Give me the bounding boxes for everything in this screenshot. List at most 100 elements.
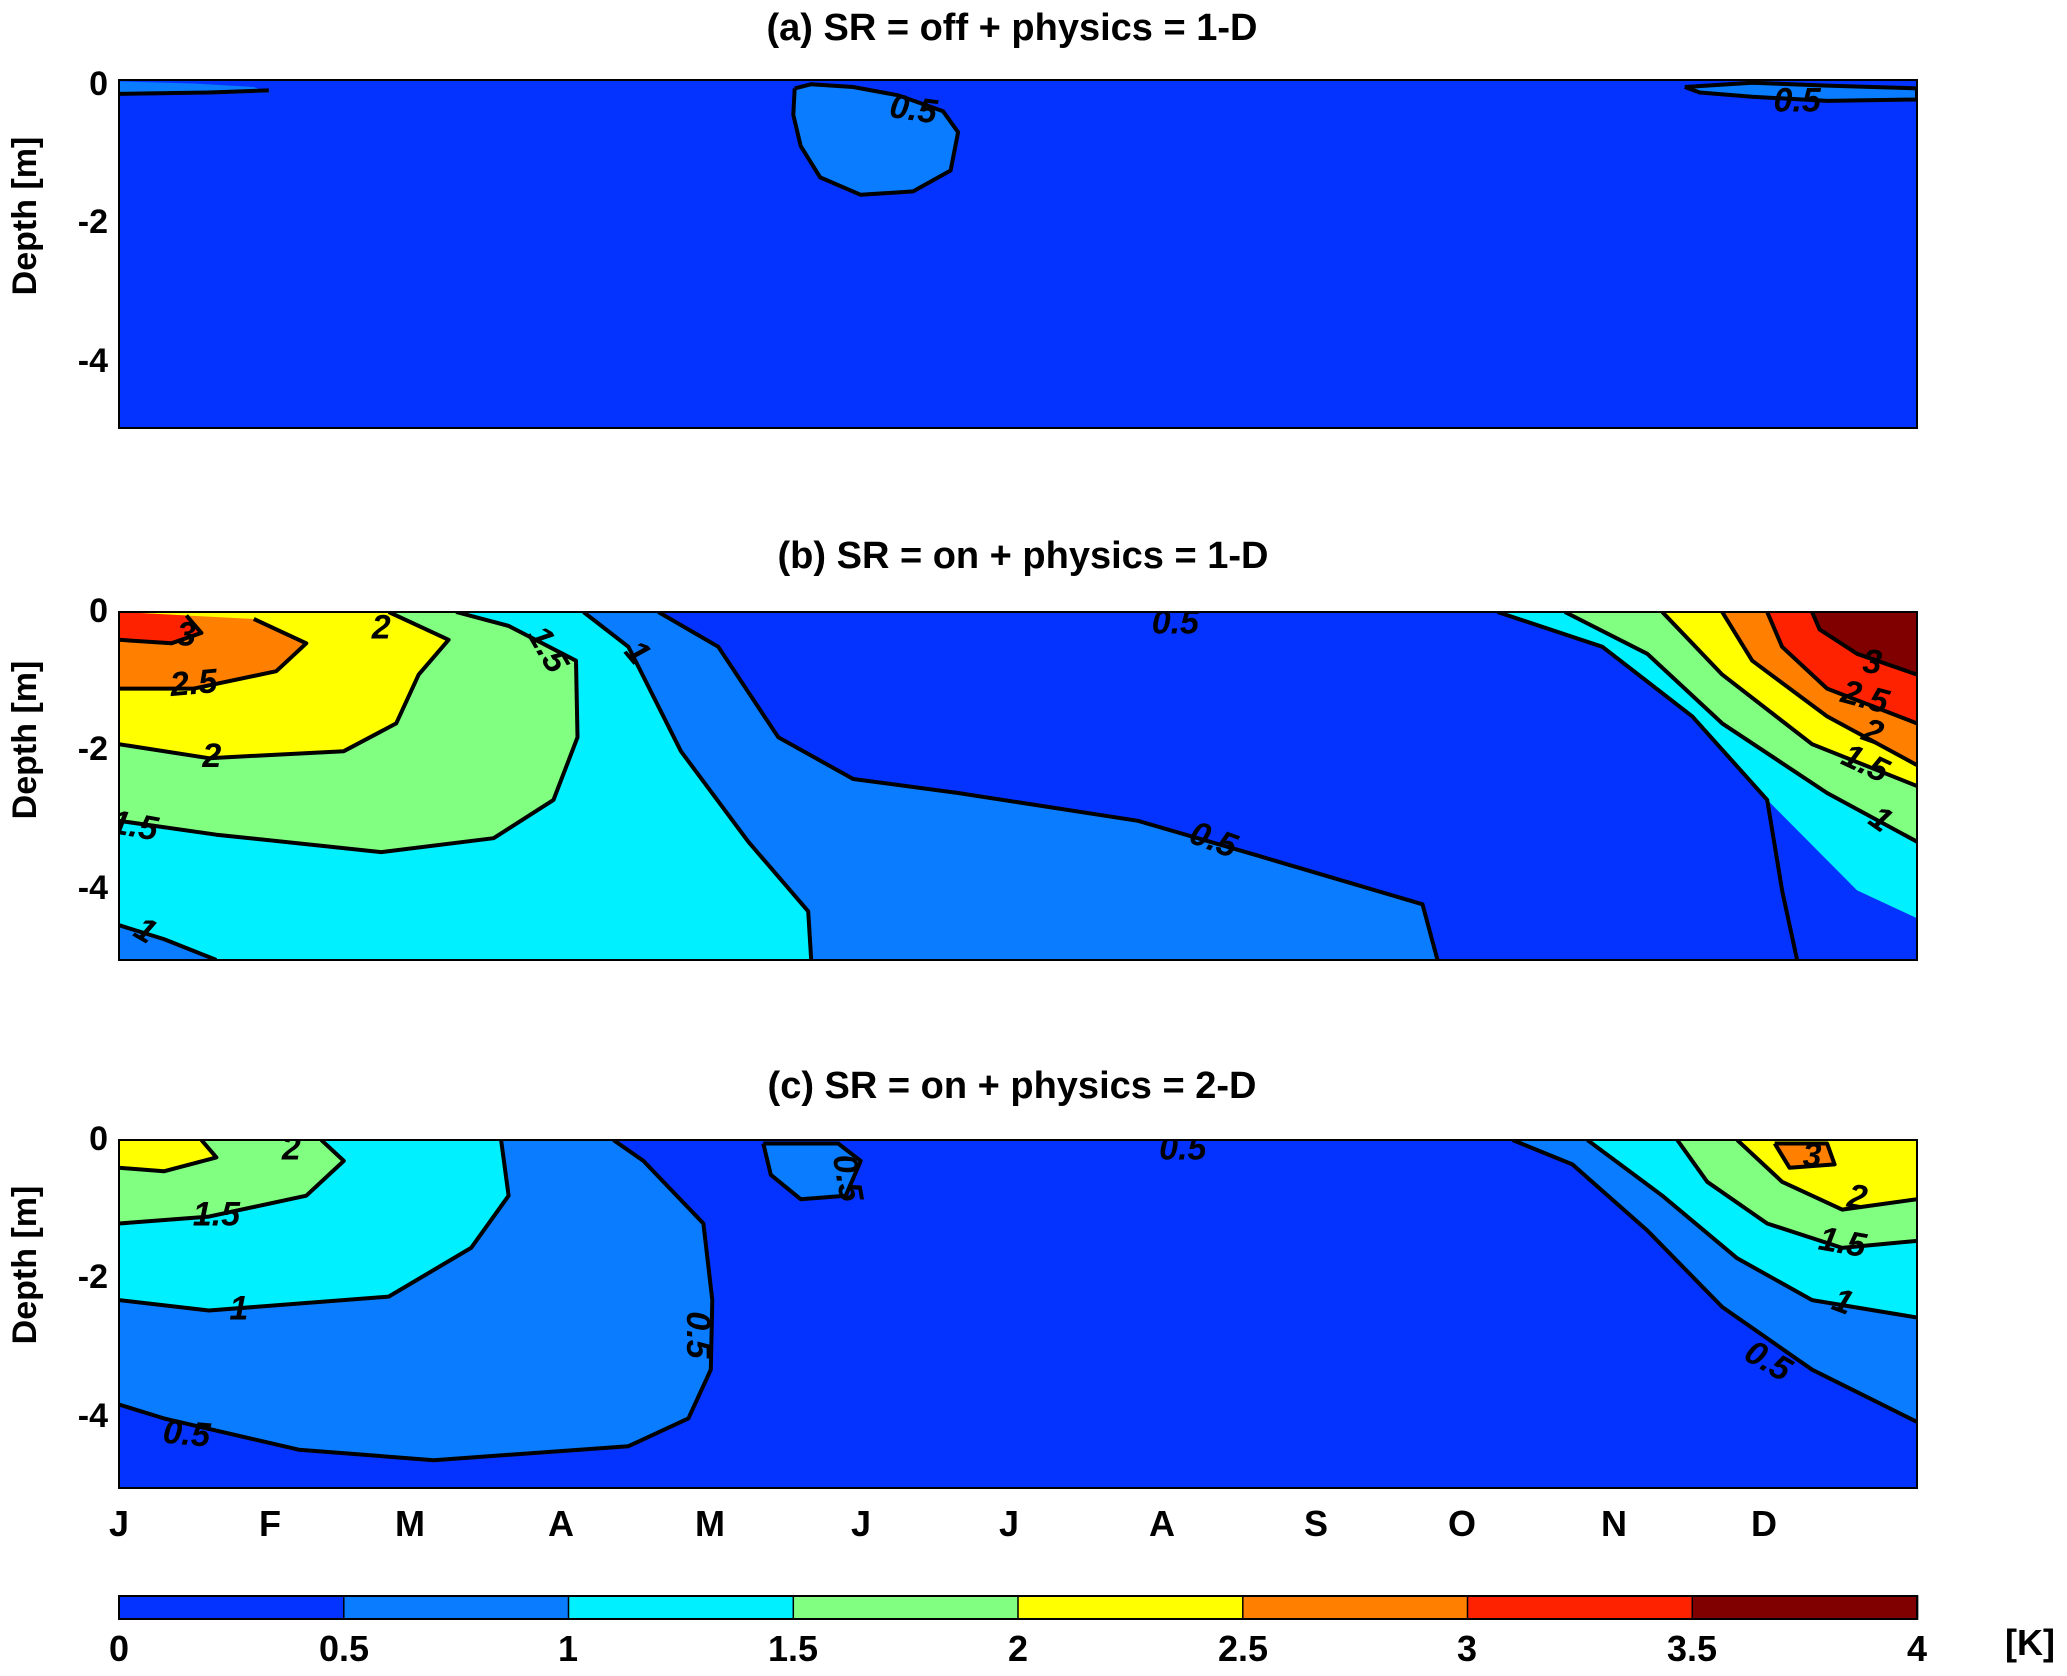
panel-a: (a) SR = off + physics = 1-D Depth [m] 0…	[6, 7, 1918, 429]
colorbar-swatch	[1017, 1595, 1245, 1620]
contour-line	[1810, 612, 1917, 677]
contour-label: 1.5	[108, 803, 162, 849]
temperature-band	[119, 612, 202, 644]
panel-b: (b) SR = on + physics = 1-D Depth [m] 0 …	[6, 535, 1918, 961]
contour-line	[1660, 612, 1917, 788]
background-band	[119, 80, 1917, 428]
contour-line	[582, 612, 814, 960]
colorbar-tick: 1.5	[768, 1628, 818, 1669]
month-label: M	[695, 1503, 725, 1544]
contour-label: 0.5	[161, 1413, 212, 1455]
month-label: J	[851, 1503, 871, 1544]
panel-a-plot-area: 0.5 0.5	[118, 79, 1918, 429]
panel-a-ytick-1: -2	[78, 203, 108, 241]
contour-line	[1720, 612, 1917, 767]
panel-c-ytick-1: -2	[78, 1258, 108, 1296]
month-label: F	[259, 1503, 281, 1544]
contour-label: 0.5	[825, 1151, 871, 1205]
contour-line	[119, 614, 204, 646]
month-label: A	[548, 1503, 574, 1544]
contour-line	[1496, 612, 1800, 960]
panel-a-ylabel: Depth [m]	[6, 137, 44, 296]
month-label: N	[1601, 1503, 1627, 1544]
contour-line	[1586, 1140, 1917, 1320]
panel-c-ytick-0: 0	[89, 1120, 108, 1158]
contour-line	[119, 88, 269, 96]
contour-line	[1563, 612, 1917, 844]
contour-line	[119, 1140, 219, 1174]
contour-line	[791, 82, 961, 197]
panel-c-title: (c) SR = on + physics = 2-D	[768, 1065, 1257, 1107]
contour-label: 2	[201, 737, 221, 775]
colorbar-swatch	[118, 1595, 346, 1620]
colorbar-swatch	[1691, 1595, 1919, 1620]
colorbar: 0 0.5 1 1.5 2 2.5 3 3.5 4 [K]	[109, 1595, 2055, 1669]
contour-line	[1511, 1140, 1917, 1424]
contour-label: 1.5	[193, 1196, 241, 1234]
panel-c: (c) SR = on + physics = 2-D Depth [m] 0 …	[6, 1065, 1918, 1489]
contour-label: 0.5	[1774, 81, 1822, 119]
month-label: M	[395, 1503, 425, 1544]
month-label: A	[1149, 1503, 1175, 1544]
contour-label: 0.5	[679, 1311, 717, 1359]
colorbar-frame	[118, 1595, 1918, 1620]
panel-a-field: 0.5 0.5	[119, 80, 1917, 428]
colorbar-tick: 0.5	[319, 1628, 369, 1669]
panel-b-title: (b) SR = on + physics = 1-D	[778, 535, 1269, 577]
contour-label: 0.5	[887, 87, 940, 131]
contour-label: 1	[229, 1290, 248, 1328]
contour-label: 2	[371, 608, 391, 646]
contour-line	[1684, 80, 1917, 103]
contour-line	[1765, 612, 1917, 726]
panel-c-frame	[118, 1139, 1918, 1489]
colorbar-tick: 3	[1457, 1628, 1477, 1669]
contour-line	[119, 1140, 346, 1226]
month-label: D	[1751, 1503, 1777, 1544]
contour-line	[119, 612, 580, 855]
panel-a-frame	[118, 79, 1918, 429]
contour-label: 2.5	[168, 662, 220, 704]
panel-b-ytick-0: 0	[89, 592, 108, 630]
colorbar-tick: 2	[1008, 1628, 1028, 1669]
contour-line	[119, 1140, 715, 1463]
colorbar-tick: 1	[558, 1628, 578, 1669]
contour-line	[119, 612, 451, 761]
colorbar-tick: 0	[109, 1628, 129, 1669]
contour-label: 3	[1803, 1136, 1822, 1174]
panel-a-ytick-2: -4	[78, 342, 108, 380]
colorbar-tick: 4	[1907, 1628, 1927, 1669]
panel-b-ylabel: Depth [m]	[6, 661, 44, 820]
panel-a-title: (a) SR = off + physics = 1-D	[767, 7, 1258, 49]
contour-line	[119, 923, 218, 960]
panel-b-ytick-1: -2	[78, 730, 108, 768]
colorbar-swatches	[118, 1595, 1919, 1620]
contour-label: 3	[1861, 642, 1883, 682]
panel-c-ytick-2: -4	[78, 1397, 108, 1435]
colorbar-swatch	[1242, 1595, 1469, 1620]
colorbar-tick: 2.5	[1218, 1628, 1268, 1669]
colorbar-tick: 3.5	[1667, 1628, 1717, 1669]
colorbar-unit-label: [K]	[2005, 1622, 2055, 1663]
panel-c-ylabel: Depth [m]	[6, 1186, 44, 1345]
contour-line	[1772, 1141, 1837, 1170]
contour-line	[119, 617, 309, 691]
month-label: O	[1448, 1503, 1476, 1544]
colorbar-swatch	[792, 1595, 1020, 1620]
temperature-band	[1812, 612, 1917, 675]
temperature-band	[793, 84, 959, 195]
panel-b-ytick-2: -4	[78, 869, 108, 907]
month-axis: J F M A M J J A S O N D	[109, 1503, 1777, 1544]
contour-label: 0.5	[1159, 1129, 1207, 1167]
contour-label: 3	[177, 615, 196, 653]
panel-a-ytick-0: 0	[89, 65, 108, 103]
panel-b-frame	[118, 611, 1918, 961]
contour-line	[1675, 1140, 1917, 1250]
temperature-band	[1774, 1143, 1835, 1168]
contour-line	[657, 612, 1440, 960]
contour-label: 1.5	[1816, 1220, 1870, 1266]
